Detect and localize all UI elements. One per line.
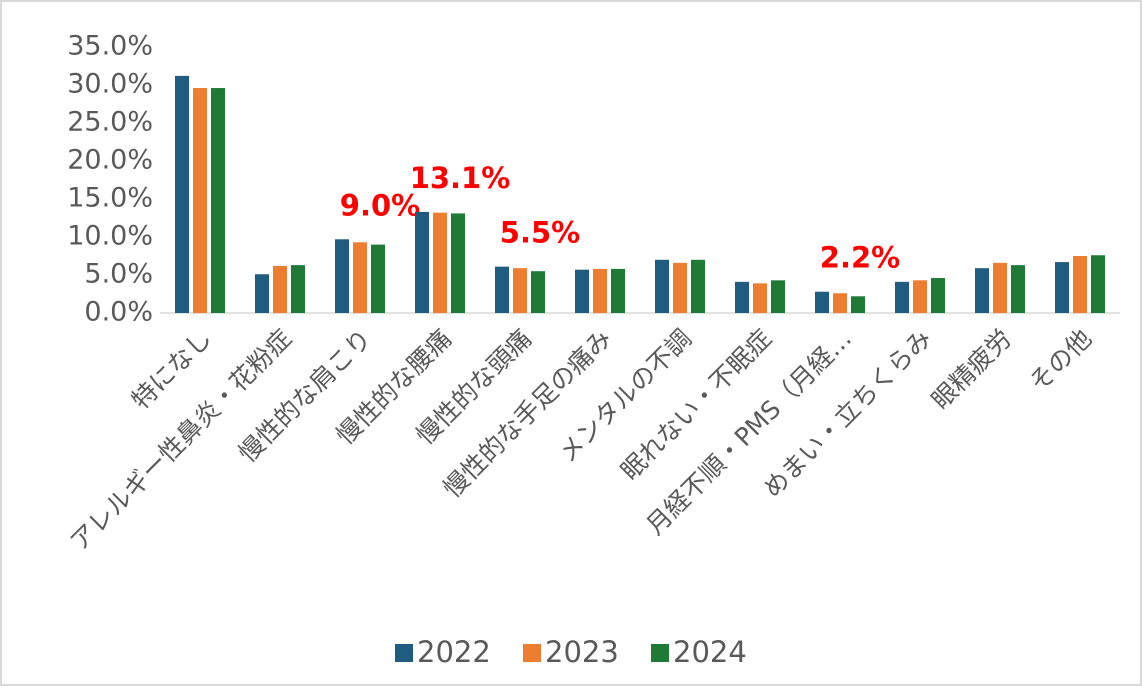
bar [975, 268, 989, 313]
bar [575, 269, 589, 313]
bar [593, 268, 607, 313]
bar [913, 280, 927, 313]
data-label: 9.0% [340, 188, 420, 222]
bar [771, 280, 785, 313]
bar [371, 244, 385, 313]
bar [255, 274, 269, 313]
bar [1011, 265, 1025, 313]
bar [211, 88, 225, 313]
data-label: 2.2% [820, 241, 900, 275]
bar [673, 262, 687, 313]
legend-swatch [395, 644, 413, 662]
bar [735, 281, 749, 313]
legend-swatch [523, 644, 541, 662]
bar [753, 283, 767, 313]
bar [495, 266, 509, 313]
data-label: 13.1% [410, 161, 511, 195]
y-tick-label: 20.0% [67, 145, 153, 176]
bar [851, 296, 865, 313]
y-tick-label: 35.0% [67, 31, 153, 62]
y-tick-label: 30.0% [67, 69, 153, 100]
bar [833, 293, 847, 313]
bar [353, 242, 367, 313]
bar [993, 262, 1007, 313]
legend-label: 2023 [545, 635, 619, 669]
y-tick-label: 5.0% [84, 259, 153, 290]
bar [513, 268, 527, 313]
bar [335, 239, 349, 313]
y-tick-label: 0.0% [84, 297, 153, 328]
bar [193, 88, 207, 313]
legend-label: 2024 [673, 635, 747, 669]
legend-swatch [651, 644, 669, 662]
bar [1091, 255, 1105, 313]
y-tick-label: 25.0% [67, 107, 153, 138]
bar [1073, 256, 1087, 313]
bar [531, 271, 545, 313]
bar [291, 265, 305, 313]
bar [415, 211, 429, 313]
bar [451, 213, 465, 313]
bar [691, 259, 705, 313]
bar [175, 75, 189, 313]
data-label: 5.5% [500, 216, 580, 250]
bar [815, 291, 829, 313]
bar [931, 278, 945, 313]
bar [895, 281, 909, 313]
y-tick-label: 10.0% [67, 221, 153, 252]
bar [611, 268, 625, 313]
bar [655, 259, 669, 313]
bar [273, 265, 287, 313]
y-tick-label: 15.0% [67, 183, 153, 214]
legend-label: 2022 [417, 635, 491, 669]
bar [1055, 262, 1069, 313]
bar [433, 212, 447, 313]
